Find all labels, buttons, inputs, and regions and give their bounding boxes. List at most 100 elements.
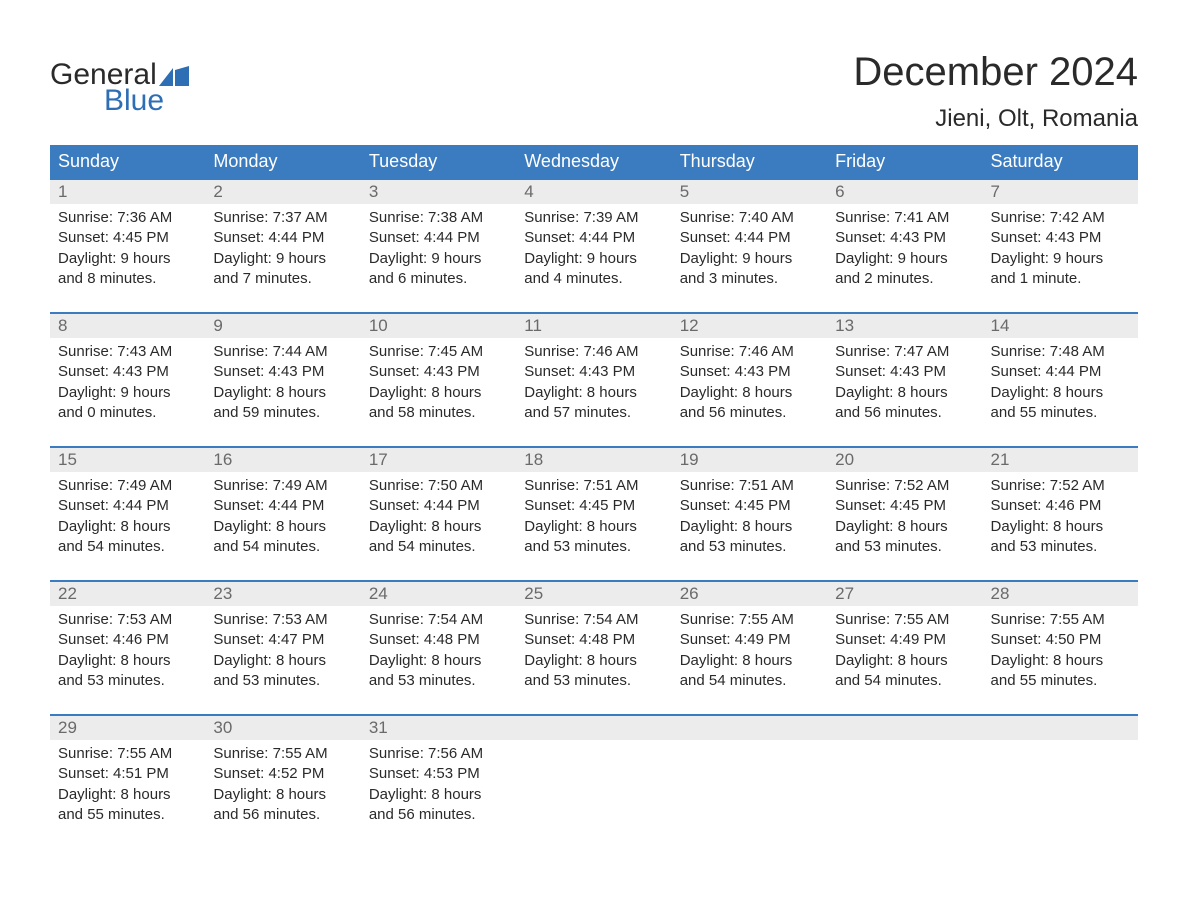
day-number: 11 xyxy=(524,316,542,335)
day-number-row: 30 xyxy=(205,716,360,740)
day-cell: 22Sunrise: 7:53 AMSunset: 4:46 PMDayligh… xyxy=(50,582,205,700)
daylight-line-2: and 54 minutes. xyxy=(58,537,197,557)
day-cell: 6 Sunrise: 7:41 AMSunset: 4:43 PMDaylight… xyxy=(827,180,982,298)
day-number-row: 27 xyxy=(827,582,982,606)
daylight-line-2: and 6 minutes. xyxy=(369,269,508,289)
day-number: 29 xyxy=(58,718,77,737)
sunset-line: Sunset: 4:49 PM xyxy=(680,630,819,650)
daylight-line-1: Daylight: 8 hours xyxy=(213,517,352,537)
daylight-line-2: and 55 minutes. xyxy=(991,403,1130,423)
day-cell: 9Sunrise: 7:44 AMSunset: 4:43 PMDaylight… xyxy=(205,314,360,432)
day-number: 4 xyxy=(524,182,533,201)
day-cell: 8Sunrise: 7:43 AMSunset: 4:43 PMDaylight… xyxy=(50,314,205,432)
day-cell: 15Sunrise: 7:49 AMSunset: 4:44 PMDayligh… xyxy=(50,448,205,566)
day-number: 3 xyxy=(369,182,378,201)
day-info: Sunrise: 7:55 AMSunset: 4:49 PMDaylight:… xyxy=(680,610,819,691)
daylight-line-1: Daylight: 9 hours xyxy=(524,249,663,269)
flag-icon xyxy=(159,66,189,86)
daylight-line-1: Daylight: 9 hours xyxy=(58,249,197,269)
sunset-line: Sunset: 4:45 PM xyxy=(524,496,663,516)
day-number: 6 xyxy=(835,182,844,201)
sunrise-line: Sunrise: 7:52 AM xyxy=(991,476,1130,496)
sunrise-line: Sunrise: 7:54 AM xyxy=(524,610,663,630)
day-number: 18 xyxy=(524,450,543,469)
day-info: Sunrise: 7:50 AMSunset: 4:44 PMDaylight:… xyxy=(369,476,508,557)
day-number-row: 24 xyxy=(361,582,516,606)
daylight-line-1: Daylight: 9 hours xyxy=(835,249,974,269)
day-number-row: 23 xyxy=(205,582,360,606)
weekday-header: Saturday xyxy=(983,145,1138,178)
day-number-row: 17 xyxy=(361,448,516,472)
daylight-line-1: Daylight: 8 hours xyxy=(213,383,352,403)
day-cell: 24Sunrise: 7:54 AMSunset: 4:48 PMDayligh… xyxy=(361,582,516,700)
day-number-row: 14 xyxy=(983,314,1138,338)
day-number: 19 xyxy=(680,450,699,469)
day-cell: 3Sunrise: 7:38 AMSunset: 4:44 PMDaylight… xyxy=(361,180,516,298)
daylight-line-1: Daylight: 8 hours xyxy=(369,651,508,671)
day-info: Sunrise: 7:48 AMSunset: 4:44 PMDaylight:… xyxy=(991,342,1130,423)
day-info: Sunrise: 7:55 AMSunset: 4:49 PMDaylight:… xyxy=(835,610,974,691)
sunrise-line: Sunrise: 7:41 AM xyxy=(835,208,974,228)
sunset-line: Sunset: 4:45 PM xyxy=(835,496,974,516)
day-number: 15 xyxy=(58,450,77,469)
day-number-row: 22 xyxy=(50,582,205,606)
day-number-row: 5 xyxy=(672,180,827,204)
daylight-line-1: Daylight: 9 hours xyxy=(991,249,1130,269)
daylight-line-2: and 53 minutes. xyxy=(524,537,663,557)
sunrise-line: Sunrise: 7:38 AM xyxy=(369,208,508,228)
day-info: Sunrise: 7:56 AMSunset: 4:53 PMDaylight:… xyxy=(369,744,508,825)
day-info: Sunrise: 7:40 AMSunset: 4:44 PMDaylight:… xyxy=(680,208,819,289)
daylight-line-1: Daylight: 8 hours xyxy=(524,517,663,537)
sunrise-line: Sunrise: 7:55 AM xyxy=(991,610,1130,630)
sunset-line: Sunset: 4:43 PM xyxy=(524,362,663,382)
day-info: Sunrise: 7:52 AMSunset: 4:46 PMDaylight:… xyxy=(991,476,1130,557)
weekday-header: Monday xyxy=(205,145,360,178)
day-info: Sunrise: 7:52 AMSunset: 4:45 PMDaylight:… xyxy=(835,476,974,557)
day-number: 28 xyxy=(991,584,1010,603)
daylight-line-1: Daylight: 8 hours xyxy=(524,651,663,671)
day-number-row: 20 xyxy=(827,448,982,472)
daylight-line-2: and 54 minutes. xyxy=(369,537,508,557)
daylight-line-2: and 8 minutes. xyxy=(58,269,197,289)
day-number: 30 xyxy=(213,718,232,737)
day-number: 26 xyxy=(680,584,699,603)
day-number-row: 9 xyxy=(205,314,360,338)
daylight-line-1: Daylight: 8 hours xyxy=(991,651,1130,671)
daylight-line-2: and 1 minute. xyxy=(991,269,1130,289)
day-number-row: 18 xyxy=(516,448,671,472)
day-number-row: 6 xyxy=(827,180,982,204)
day-cell: 5 Sunrise: 7:40 AMSunset: 4:44 PMDaylight… xyxy=(672,180,827,298)
sunrise-line: Sunrise: 7:45 AM xyxy=(369,342,508,362)
day-info: Sunrise: 7:51 AMSunset: 4:45 PMDaylight:… xyxy=(680,476,819,557)
sunset-line: Sunset: 4:44 PM xyxy=(991,362,1130,382)
daylight-line-2: and 4 minutes. xyxy=(524,269,663,289)
day-cell: 1Sunrise: 7:36 AMSunset: 4:45 PMDaylight… xyxy=(50,180,205,298)
day-number: 31 xyxy=(369,718,388,737)
day-info: Sunrise: 7:53 AMSunset: 4:47 PMDaylight:… xyxy=(213,610,352,691)
day-info: Sunrise: 7:55 AMSunset: 4:51 PMDaylight:… xyxy=(58,744,197,825)
sunrise-line: Sunrise: 7:39 AM xyxy=(524,208,663,228)
sunset-line: Sunset: 4:43 PM xyxy=(835,228,974,248)
daylight-line-1: Daylight: 9 hours xyxy=(369,249,508,269)
sunrise-line: Sunrise: 7:51 AM xyxy=(524,476,663,496)
day-cell: 29 Sunrise: 7:55 AMSunset: 4:51 PMDayligh… xyxy=(50,716,205,834)
sunrise-line: Sunrise: 7:36 AM xyxy=(58,208,197,228)
day-cell: 28Sunrise: 7:55 AMSunset: 4:50 PMDayligh… xyxy=(983,582,1138,700)
weekday-header: Wednesday xyxy=(516,145,671,178)
weekday-header: Tuesday xyxy=(361,145,516,178)
daylight-line-1: Daylight: 8 hours xyxy=(369,517,508,537)
day-number: 9 xyxy=(213,316,222,335)
sunrise-line: Sunrise: 7:55 AM xyxy=(680,610,819,630)
daylight-line-2: and 56 minutes. xyxy=(213,805,352,825)
day-cell: 7Sunrise: 7:42 AMSunset: 4:43 PMDaylight… xyxy=(983,180,1138,298)
sunrise-line: Sunrise: 7:50 AM xyxy=(369,476,508,496)
daylight-line-1: Daylight: 8 hours xyxy=(369,383,508,403)
day-number-row: 26 xyxy=(672,582,827,606)
sunset-line: Sunset: 4:44 PM xyxy=(58,496,197,516)
sunset-line: Sunset: 4:43 PM xyxy=(835,362,974,382)
sunset-line: Sunset: 4:44 PM xyxy=(369,496,508,516)
sunset-line: Sunset: 4:44 PM xyxy=(213,228,352,248)
calendar: SundayMondayTuesdayWednesdayThursdayFrid… xyxy=(50,145,1138,834)
sunset-line: Sunset: 4:43 PM xyxy=(680,362,819,382)
sunrise-line: Sunrise: 7:40 AM xyxy=(680,208,819,228)
